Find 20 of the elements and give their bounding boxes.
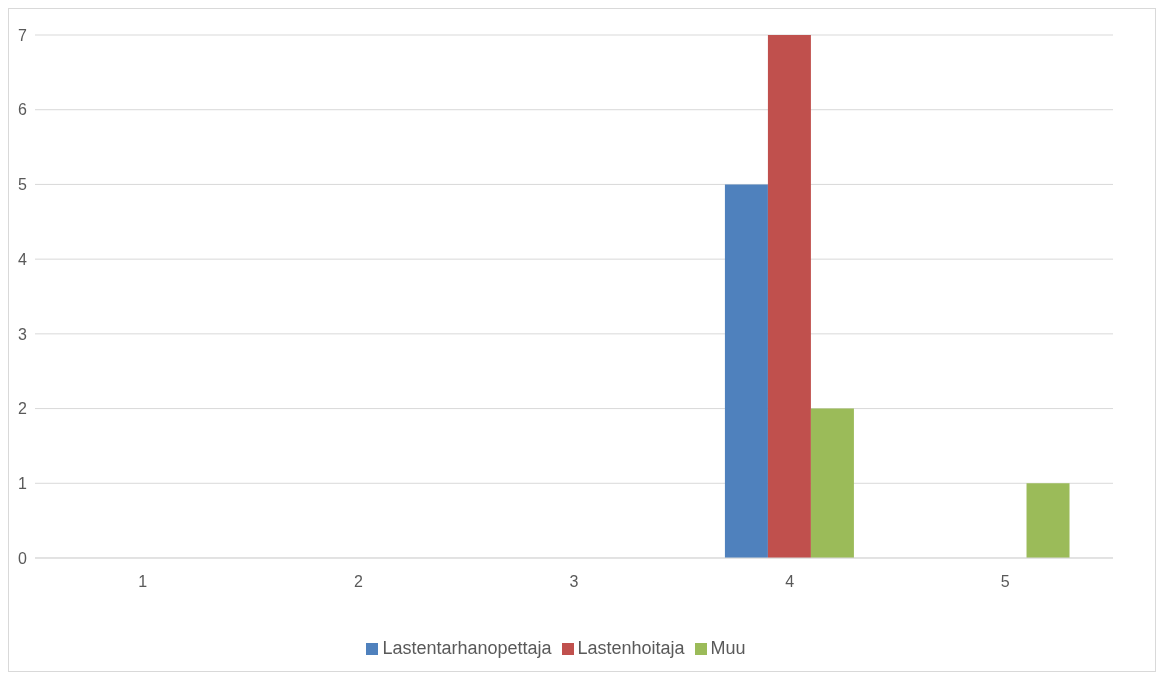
bar bbox=[724, 184, 768, 558]
bar bbox=[767, 35, 811, 558]
y-tick-label: 3 bbox=[18, 325, 28, 343]
legend-label: Lastenhoitaja bbox=[577, 638, 685, 658]
y-tick-label: 7 bbox=[18, 26, 28, 44]
y-tick-label: 5 bbox=[18, 176, 28, 194]
bar bbox=[1026, 483, 1070, 558]
legend-label: Muu bbox=[710, 638, 746, 658]
x-tick-label: 4 bbox=[785, 573, 795, 591]
x-tick-label: 3 bbox=[569, 573, 579, 591]
x-tick-label: 1 bbox=[138, 573, 148, 591]
bar bbox=[810, 408, 854, 558]
x-tick-label: 2 bbox=[353, 573, 363, 591]
x-tick-label: 5 bbox=[1000, 573, 1010, 591]
legend-label: Lastentarhanopettaja bbox=[382, 638, 552, 658]
y-tick-label: 0 bbox=[18, 549, 28, 567]
y-tick-label: 2 bbox=[18, 400, 28, 418]
y-tick-label: 6 bbox=[18, 101, 28, 119]
y-tick-label: 1 bbox=[18, 474, 28, 492]
y-tick-label: 4 bbox=[18, 250, 28, 268]
